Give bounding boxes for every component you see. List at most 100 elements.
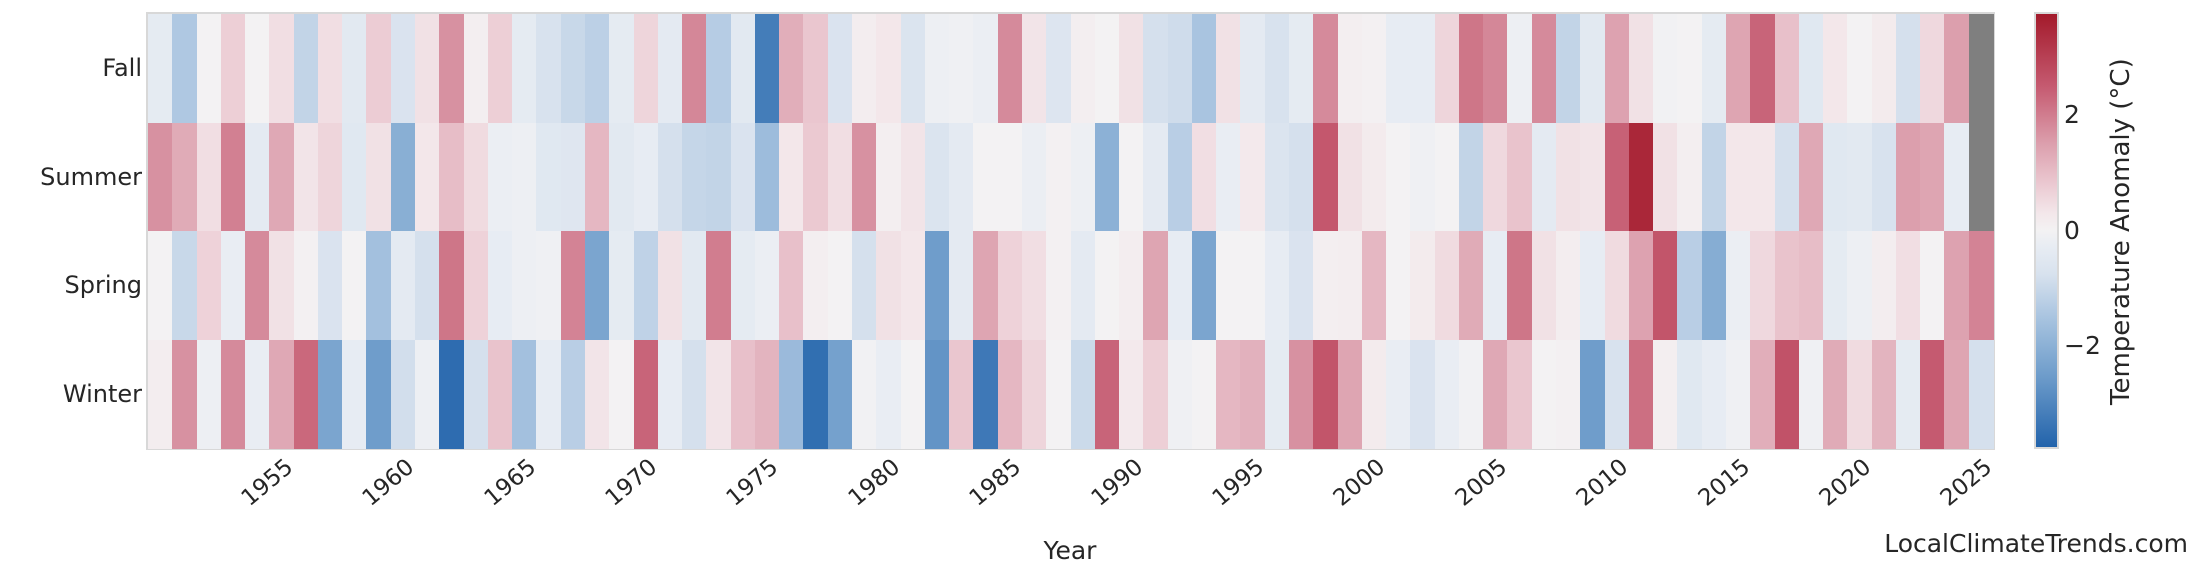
heatmap-cell [706, 14, 732, 124]
heatmap-cell [852, 122, 877, 232]
heatmap-cell [1847, 339, 1873, 449]
x-tick-label: 1995 [1207, 454, 1270, 512]
heatmap-cell [1434, 14, 1460, 124]
heatmap-cell [1264, 339, 1290, 449]
heatmap-cell [1313, 14, 1339, 124]
heatmap-cell [1871, 14, 1897, 124]
heatmap-cell [220, 339, 246, 449]
heatmap-cell [1216, 14, 1242, 124]
colorbar-axis-label: Temperature Anomaly (°C) [2106, 58, 2136, 406]
heatmap-cell [269, 122, 295, 232]
heatmap-cell [1628, 122, 1654, 232]
heatmap-cell [1021, 122, 1047, 232]
heatmap-cell [293, 14, 319, 124]
heatmap-cell [657, 122, 683, 232]
heatmap-cell [1628, 231, 1654, 341]
heatmap-cell [1288, 231, 1314, 341]
heatmap-cell [317, 231, 343, 341]
heatmap-cell [779, 339, 805, 449]
heatmap-cell [148, 339, 173, 449]
heatmap-cell [1774, 339, 1800, 449]
heatmap-cell [1021, 339, 1047, 449]
heatmap-cell [1580, 14, 1606, 124]
heatmap-cell [730, 122, 756, 232]
heatmap-cell [220, 122, 246, 232]
heatmap-cell [463, 14, 489, 124]
heatmap-cell [1313, 122, 1339, 232]
heatmap-cell [1021, 14, 1047, 124]
heatmap-cell [1823, 231, 1849, 341]
heatmap-cell [1798, 231, 1824, 341]
heatmap-cell [439, 122, 465, 232]
heatmap-cell [584, 231, 610, 341]
heatmap-cell [584, 122, 610, 232]
heatmap-cell [1216, 339, 1242, 449]
heatmap-cell [342, 122, 368, 232]
watermark-text: LocalClimateTrends.com [1884, 529, 2188, 558]
heatmap-cell [1167, 14, 1193, 124]
heatmap-cell [1143, 339, 1169, 449]
heatmap-cell [487, 14, 513, 124]
heatmap-cell [1871, 231, 1897, 341]
heatmap-cell [1410, 339, 1436, 449]
heatmap-cell [1701, 122, 1727, 232]
heatmap-cell [1386, 339, 1412, 449]
heatmap-cell [463, 122, 489, 232]
heatmap-cell [148, 231, 173, 341]
heatmap-cell [949, 122, 975, 232]
heatmap-cell [1580, 231, 1606, 341]
heatmap-cell [1895, 339, 1921, 449]
heatmap-cell [1628, 339, 1654, 449]
heatmap-cell [754, 231, 780, 341]
heatmap-cell [1070, 122, 1096, 232]
heatmap-cell [876, 339, 902, 449]
heatmap-cell [1531, 14, 1557, 124]
heatmap-cell [1798, 339, 1824, 449]
heatmap-cell [754, 122, 780, 232]
heatmap-cell [997, 122, 1023, 232]
heatmap-cell [390, 231, 416, 341]
heatmap-cell [220, 14, 246, 124]
heatmap-cell [1968, 122, 1994, 232]
heatmap-cell [1046, 231, 1072, 341]
heatmap-cell [1920, 122, 1946, 232]
heatmap-cell [1216, 231, 1242, 341]
heatmap-cell [560, 231, 586, 341]
heatmap-cell [1410, 231, 1436, 341]
heatmap-cell [148, 122, 173, 232]
heatmap-cell [997, 231, 1023, 341]
heatmap-cell [803, 122, 829, 232]
heatmap-cell [803, 339, 829, 449]
heatmap-cell [1725, 231, 1751, 341]
heatmap-cell [1968, 14, 1994, 124]
heatmap-cell [220, 231, 246, 341]
heatmap-cell [245, 122, 271, 232]
heatmap-cell [342, 339, 368, 449]
row-label-summer: Summer [40, 163, 142, 191]
heatmap-cell [1628, 14, 1654, 124]
heatmap-cell [1337, 14, 1363, 124]
heatmap-cell [657, 339, 683, 449]
heatmap-cell [1531, 122, 1557, 232]
heatmap-cell [1847, 14, 1873, 124]
heatmap-cell [1458, 122, 1484, 232]
heatmap-cell [487, 122, 513, 232]
heatmap-cell [536, 122, 562, 232]
heatmap-cell [973, 122, 999, 232]
heatmap-cell [803, 231, 829, 341]
heatmap-cell [1094, 231, 1120, 341]
heatmap-cell [536, 14, 562, 124]
heatmap-cell [706, 122, 732, 232]
heatmap-cell [1653, 231, 1679, 341]
heatmap-cell [512, 122, 538, 232]
heatmap-cell [536, 231, 562, 341]
heatmap-cell [754, 339, 780, 449]
heatmap-cell [1701, 339, 1727, 449]
heatmap-cell [390, 339, 416, 449]
heatmap-cell [1143, 14, 1169, 124]
heatmap-cell [1701, 231, 1727, 341]
heatmap-cell [366, 339, 392, 449]
heatmap-cell [657, 231, 683, 341]
heatmap-cell [269, 14, 295, 124]
